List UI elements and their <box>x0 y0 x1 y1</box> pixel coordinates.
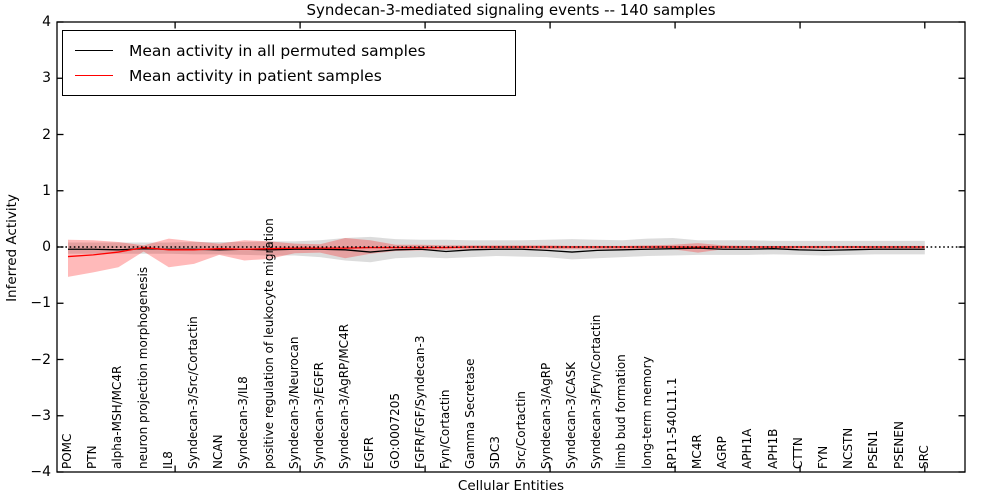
x-category-label: SRC <box>916 445 931 469</box>
x-category-label: neuron projection morphogenesis <box>135 266 150 469</box>
x-category-label: Syndecan-3/Neurocan <box>286 336 301 469</box>
x-category-label: IL8 <box>160 451 175 469</box>
y-tick-label: 0 <box>42 239 51 255</box>
legend-entry-patient: Mean activity in patient samples <box>75 63 505 88</box>
x-category-label: Syndecan-3/IL8 <box>236 376 251 469</box>
x-category-label: NCSTN <box>841 427 856 469</box>
x-category-label: limb bud formation <box>614 354 629 469</box>
x-category-label: Syndecan-3/EGFR <box>312 361 326 469</box>
x-category-label: PSENEN <box>891 421 906 469</box>
x-category-label: positive regulation of leukocyte migrati… <box>261 218 276 469</box>
y-tick-label: −3 <box>30 407 51 424</box>
x-category-label: FYN <box>816 445 830 469</box>
x-category-label: Fyn/Cortactin <box>438 389 452 469</box>
legend-entry-permuted: Mean activity in all permuted samples <box>75 38 505 63</box>
x-category-label: EGFR <box>362 436 377 469</box>
red-line-sample <box>75 75 113 76</box>
x-category-label: Syndecan-3/Fyn/Cortactin <box>589 314 604 469</box>
x-category-label: APH1B <box>765 428 780 469</box>
y-tick-label: 1 <box>42 182 51 199</box>
black-line-sample <box>75 50 113 51</box>
x-category-label: PSEN1 <box>866 429 881 469</box>
x-category-label: CTTN <box>790 437 805 469</box>
x-category-label: RP11-540L11.1 <box>664 377 679 469</box>
x-category-label: AGRP <box>715 436 730 469</box>
patient-mean-line <box>67 246 925 258</box>
y-tick-label: −2 <box>30 351 51 368</box>
x-category-label: GO:0007205 <box>387 392 402 469</box>
x-category-label: Syndecan-3/Src/Cortactin <box>186 316 200 469</box>
x-category-label: POMC <box>60 433 74 469</box>
x-axis-label: Cellular Entities <box>457 478 565 494</box>
x-category-label: alpha-MSH/MC4R <box>110 365 125 469</box>
x-category-label: MC4R <box>690 434 704 469</box>
legend-label-permuted: Mean activity in all permuted samples <box>129 41 426 60</box>
legend: Mean activity in all permuted samples Me… <box>62 30 516 96</box>
x-category-label: FGFR/FGF/Syndecan-3 <box>412 335 427 469</box>
y-tick-label: 4 <box>42 14 51 30</box>
y-tick-label: −4 <box>30 464 51 480</box>
legend-label-patient: Mean activity in patient samples <box>129 66 382 85</box>
x-category-label: NCAN <box>211 434 226 469</box>
x-category-label: PTN <box>85 445 100 469</box>
x-category-label: SDC3 <box>488 436 503 469</box>
patient-samples-spread-band <box>68 238 925 277</box>
y-tick-label: 3 <box>42 70 51 87</box>
x-category-label: long-term memory <box>639 356 654 469</box>
y-axis-label: Inferred Activity <box>4 194 20 302</box>
x-category-label: Syndecan-3/CASK <box>564 362 578 469</box>
y-tick-label: 2 <box>42 126 51 143</box>
chart-title: Syndecan-3-mediated signaling events -- … <box>306 1 716 19</box>
x-category-label: Src/Cortactin <box>513 391 528 469</box>
x-category-label: Syndecan-3/AgRP <box>538 362 553 469</box>
x-category-label: Syndecan-3/AgRP/MC4R <box>337 323 352 469</box>
x-category-label: Gamma Secretase <box>463 358 478 469</box>
y-tick-label: −1 <box>30 295 51 312</box>
x-category-label: APH1A <box>740 428 755 469</box>
